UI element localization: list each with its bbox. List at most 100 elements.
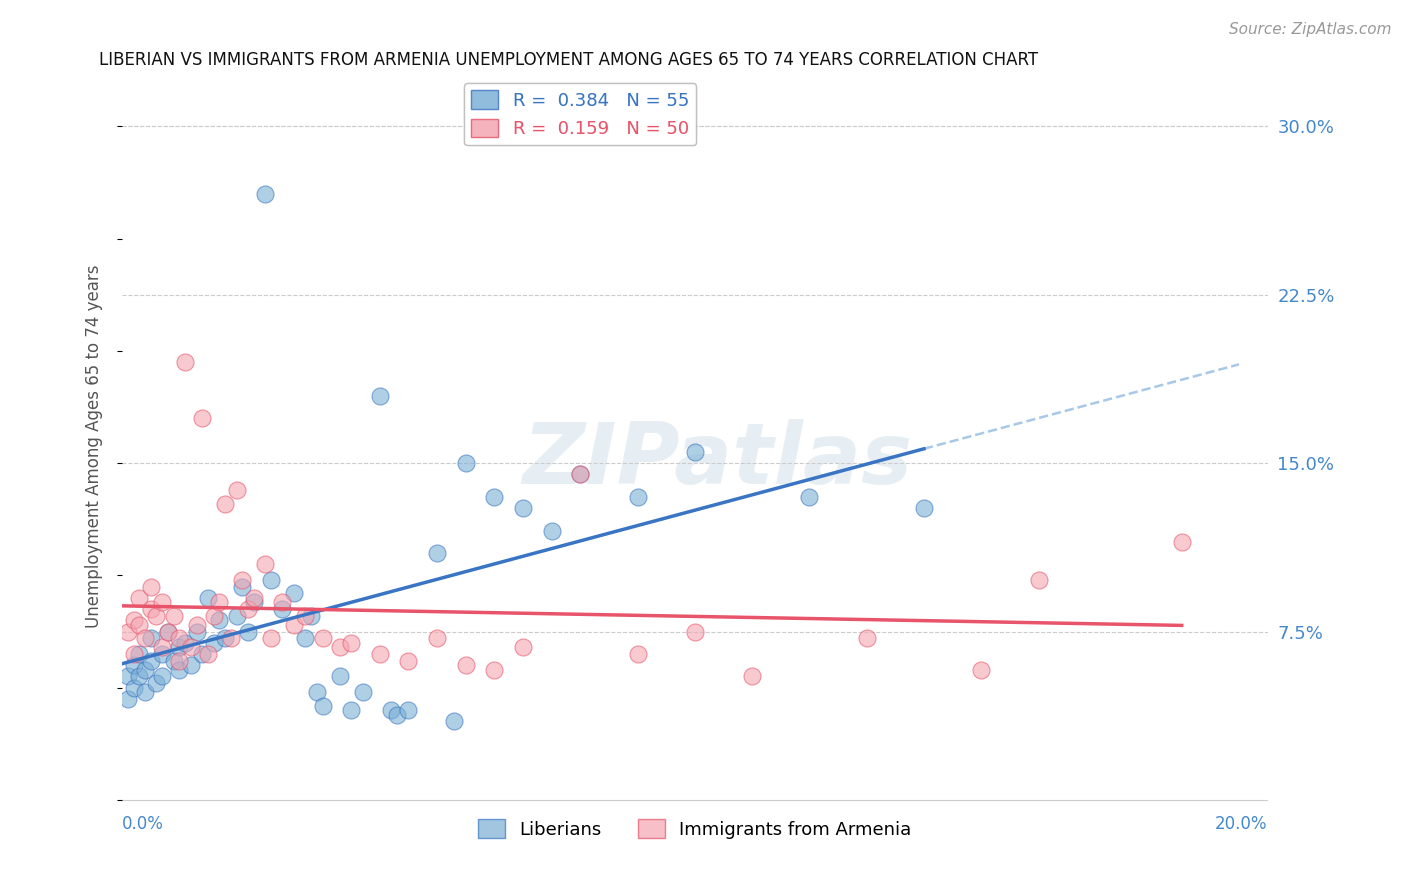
- Point: [128, 669, 150, 683]
- Point: [329, 669, 352, 683]
- Point: [271, 602, 294, 616]
- Point: [150, 595, 173, 609]
- Point: [454, 456, 477, 470]
- Point: [970, 663, 993, 677]
- Point: [283, 617, 305, 632]
- Point: [214, 632, 236, 646]
- Point: [254, 558, 277, 572]
- Point: [169, 640, 191, 655]
- Point: [117, 669, 139, 683]
- Point: [260, 632, 283, 646]
- Point: [398, 703, 420, 717]
- Point: [139, 632, 162, 646]
- Point: [1170, 534, 1192, 549]
- Point: [569, 467, 592, 482]
- Point: [128, 647, 150, 661]
- Point: [174, 636, 197, 650]
- Point: [283, 586, 305, 600]
- Point: [912, 501, 935, 516]
- Point: [122, 647, 145, 661]
- Point: [134, 663, 156, 677]
- Point: [162, 608, 184, 623]
- Text: LIBERIAN VS IMMIGRANTS FROM ARMENIA UNEMPLOYMENT AMONG AGES 65 TO 74 YEARS CORRE: LIBERIAN VS IMMIGRANTS FROM ARMENIA UNEM…: [100, 51, 1038, 69]
- Point: [799, 490, 821, 504]
- Point: [197, 647, 219, 661]
- Point: [139, 654, 162, 668]
- Point: [569, 467, 592, 482]
- Point: [180, 640, 202, 655]
- Point: [385, 707, 408, 722]
- Point: [197, 591, 219, 605]
- Point: [169, 654, 191, 668]
- Point: [1028, 573, 1050, 587]
- Point: [299, 608, 322, 623]
- Text: Source: ZipAtlas.com: Source: ZipAtlas.com: [1229, 22, 1392, 37]
- Point: [368, 389, 391, 403]
- Point: [191, 647, 214, 661]
- Point: [243, 591, 266, 605]
- Point: [512, 501, 534, 516]
- Point: [162, 654, 184, 668]
- Point: [156, 624, 179, 639]
- Point: [231, 580, 253, 594]
- Point: [340, 636, 363, 650]
- Point: [683, 445, 706, 459]
- Point: [134, 632, 156, 646]
- Point: [219, 632, 242, 646]
- Point: [202, 608, 225, 623]
- Point: [180, 658, 202, 673]
- Point: [145, 608, 167, 623]
- Point: [626, 647, 648, 661]
- Point: [294, 632, 316, 646]
- Point: [254, 186, 277, 201]
- Point: [236, 602, 259, 616]
- Text: ZIPatlas: ZIPatlas: [523, 419, 912, 502]
- Point: [484, 490, 506, 504]
- Point: [117, 624, 139, 639]
- Point: [260, 573, 283, 587]
- Point: [380, 703, 402, 717]
- Point: [683, 624, 706, 639]
- Point: [231, 573, 253, 587]
- Point: [208, 613, 231, 627]
- Point: [294, 608, 316, 623]
- Point: [169, 663, 191, 677]
- Point: [134, 685, 156, 699]
- Point: [128, 591, 150, 605]
- Point: [352, 685, 374, 699]
- Point: [186, 624, 208, 639]
- Point: [122, 613, 145, 627]
- Point: [398, 654, 420, 668]
- Point: [243, 595, 266, 609]
- Point: [156, 624, 179, 639]
- Point: [122, 658, 145, 673]
- Point: [145, 676, 167, 690]
- Point: [150, 640, 173, 655]
- Point: [174, 355, 197, 369]
- Point: [540, 524, 562, 538]
- Point: [128, 617, 150, 632]
- Point: [855, 632, 877, 646]
- Point: [208, 595, 231, 609]
- Point: [186, 617, 208, 632]
- Point: [340, 703, 363, 717]
- Point: [311, 632, 333, 646]
- Point: [225, 483, 247, 497]
- Point: [305, 685, 328, 699]
- Point: [484, 663, 506, 677]
- Point: [139, 602, 162, 616]
- Point: [426, 632, 449, 646]
- Legend: R =  0.384   N = 55, R =  0.159   N = 50: R = 0.384 N = 55, R = 0.159 N = 50: [464, 83, 696, 145]
- Point: [122, 681, 145, 695]
- Point: [169, 632, 191, 646]
- Text: 0.0%: 0.0%: [122, 815, 165, 833]
- Text: 20.0%: 20.0%: [1215, 815, 1268, 833]
- Y-axis label: Unemployment Among Ages 65 to 74 years: Unemployment Among Ages 65 to 74 years: [86, 265, 103, 628]
- Point: [191, 411, 214, 425]
- Point: [512, 640, 534, 655]
- Point: [225, 608, 247, 623]
- Point: [236, 624, 259, 639]
- Point: [741, 669, 763, 683]
- Point: [329, 640, 352, 655]
- Point: [202, 636, 225, 650]
